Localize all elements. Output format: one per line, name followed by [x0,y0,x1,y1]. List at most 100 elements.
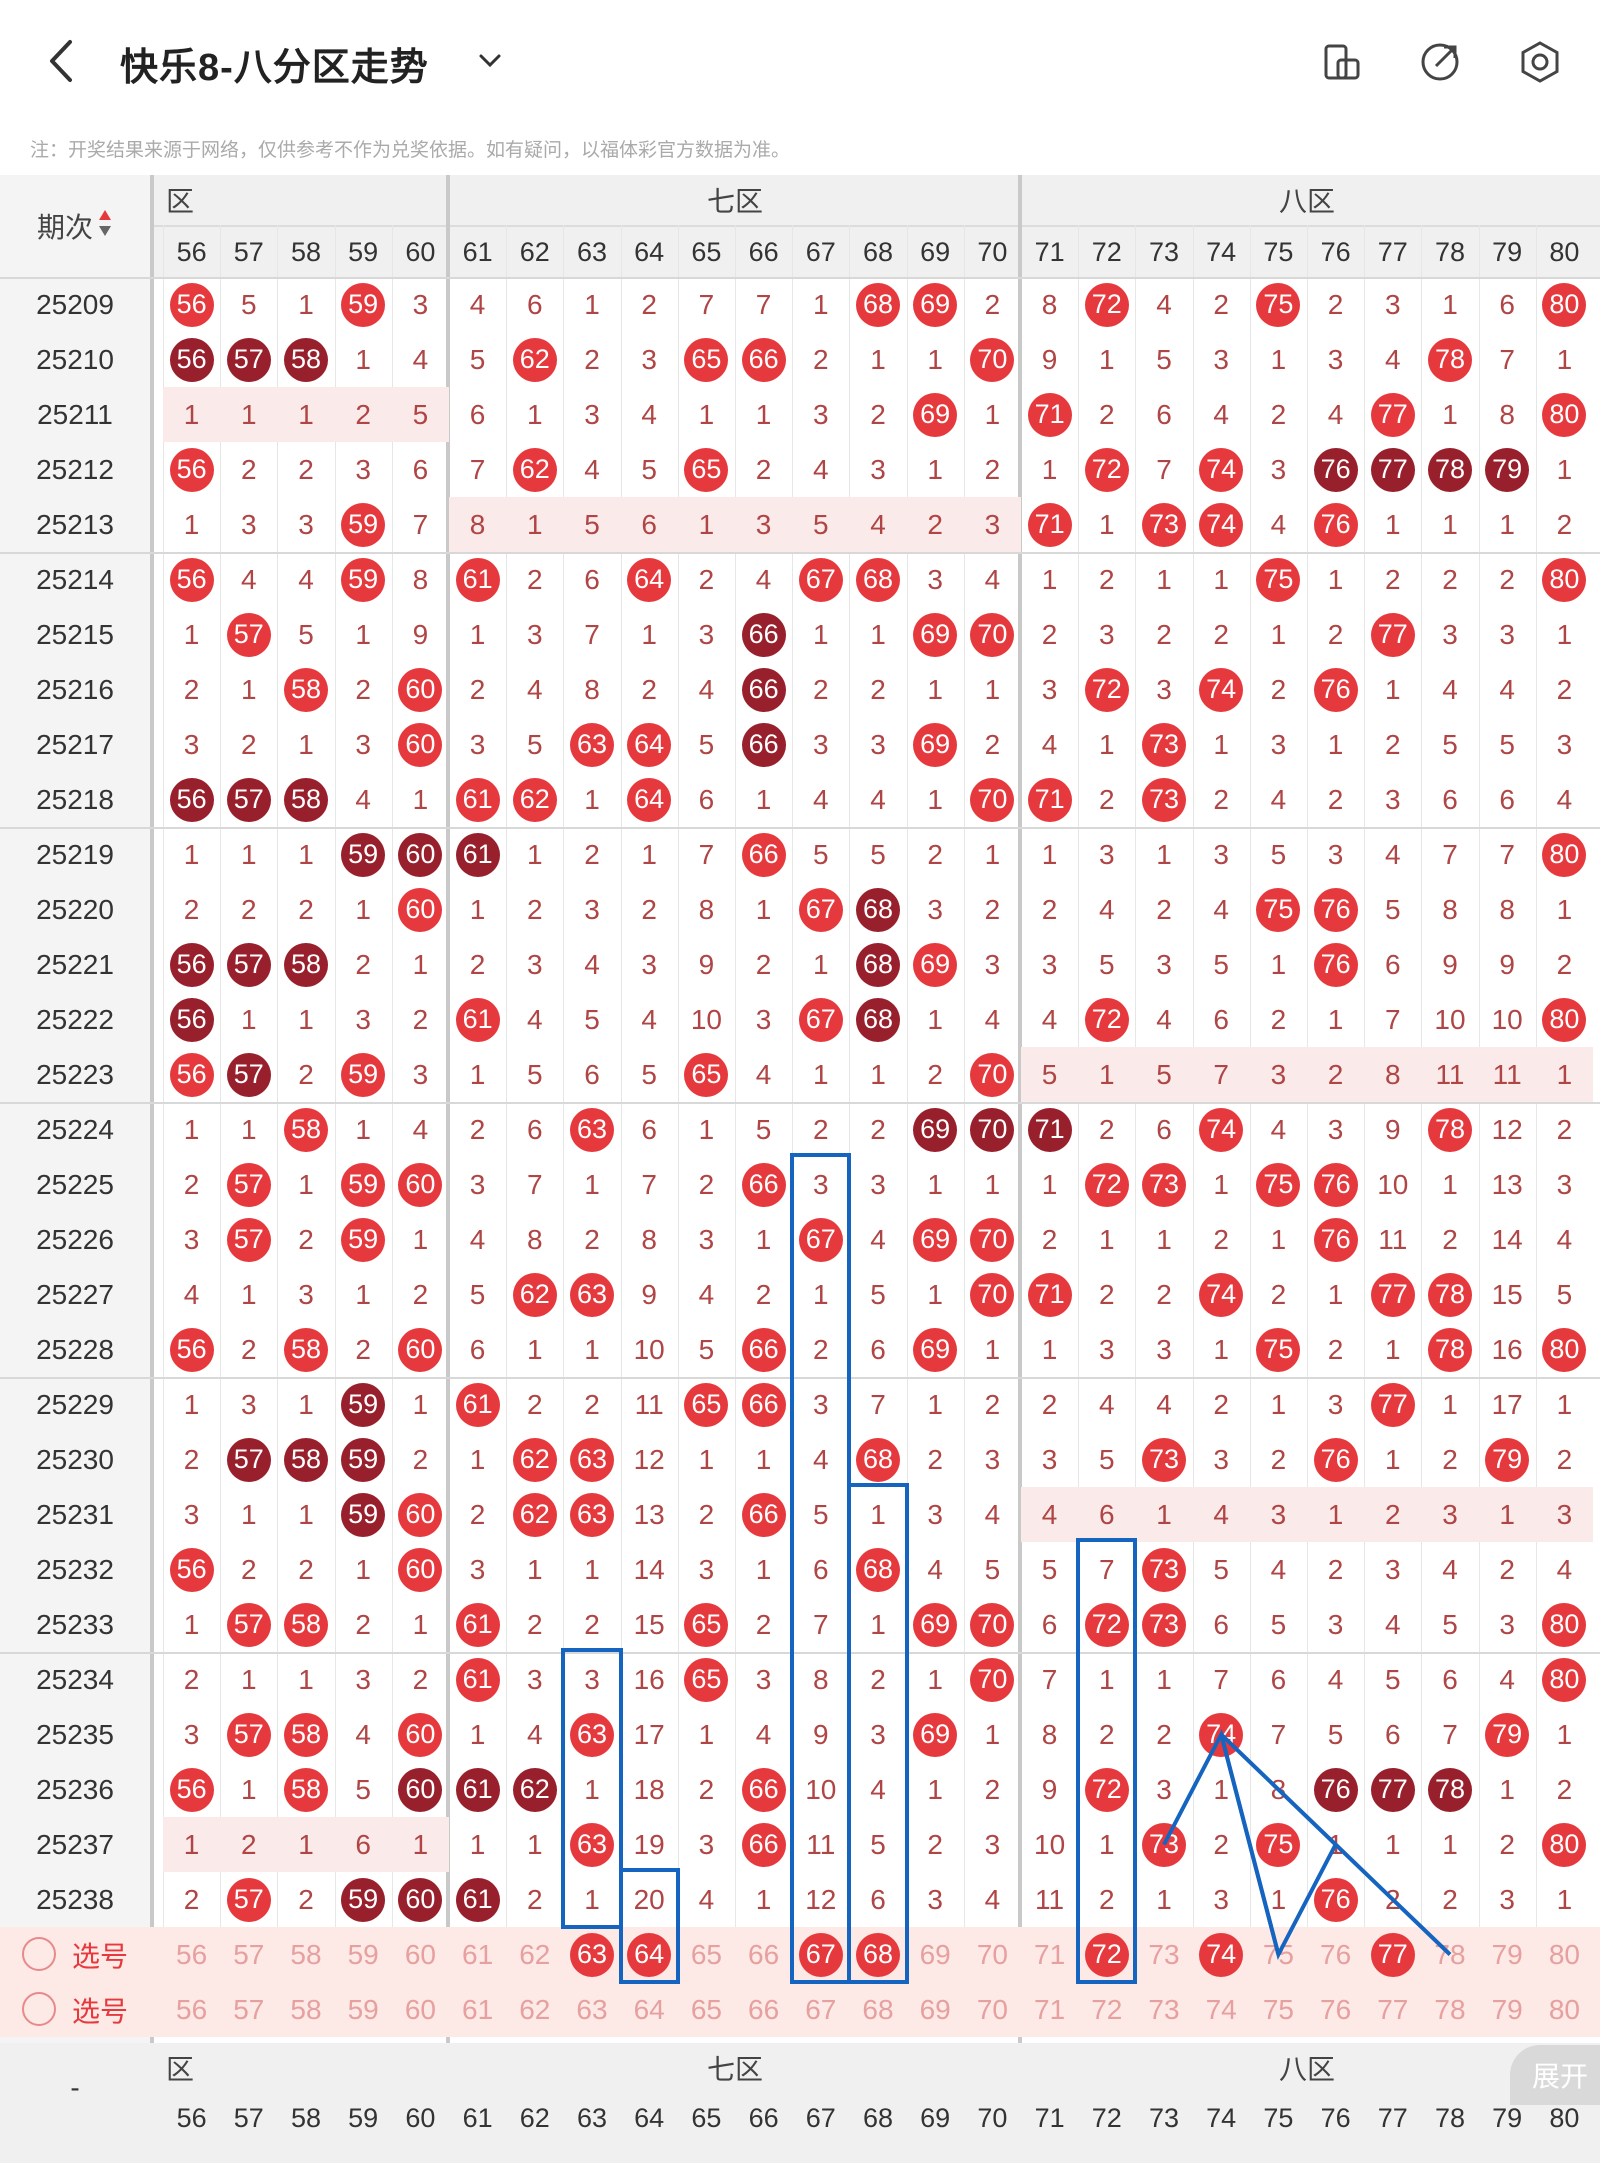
hit-ball: 66 [741,1327,786,1372]
select-number[interactable]: 71 [1034,1938,1066,1970]
select-number[interactable]: 57 [233,1993,265,2025]
miss-count-cell: 3 [984,1443,1001,1475]
miss-count-cell: 5 [1041,1553,1058,1585]
select-number[interactable]: 63 [576,1993,608,2025]
select-number[interactable]: 79 [1491,1993,1523,2025]
settings-icon[interactable] [1518,40,1562,84]
miss-count-cell: 3 [1499,1608,1515,1640]
select-number[interactable]: 78 [1434,1993,1466,2025]
select-number[interactable]: 59 [347,1993,379,2025]
select-number[interactable]: 59 [347,1938,379,1970]
select-number[interactable]: 75 [1262,1938,1294,1970]
select-number[interactable]: 56 [176,1993,208,2025]
select-number[interactable]: 79 [1491,1938,1523,1970]
select-number[interactable]: 58 [290,1993,322,2025]
select-number[interactable]: 57 [233,1938,265,1970]
selected-ball[interactable]: 64 [627,1932,672,1977]
select-number[interactable]: 77 [1364,1927,1421,1982]
select-number[interactable]: 76 [1320,1993,1352,2025]
hit-ball: 60 [398,1877,443,1922]
select-number[interactable]: 75 [1262,1993,1294,2025]
page-title[interactable]: 快乐8-八分区走势 [120,47,429,89]
select-number[interactable]: 67 [805,1993,837,2025]
select-number[interactable]: 71 [1034,1993,1066,2025]
miss-count-cell: 3 [812,1168,829,1200]
period-header[interactable]: 期次 [0,175,150,277]
miss-count-cell: 2 [641,288,657,320]
hit-ball: 71 [1027,777,1072,822]
zone-separator [150,175,154,2103]
miss-count-cell: 1 [1098,1058,1115,1090]
select-number[interactable]: 64 [633,1993,665,2025]
number-hit-cell: 56 [163,442,220,497]
select-number[interactable]: 69 [919,1938,951,1970]
number-hit-cell: 76 [1307,937,1364,992]
miss-count-cell: 4 [698,1883,715,1915]
select-number[interactable]: 61 [462,1938,494,1970]
select-number[interactable]: 63 [563,1927,620,1982]
select-number[interactable]: 66 [748,1938,780,1970]
hit-ball: 70 [970,1602,1015,1647]
share-icon[interactable] [1418,40,1462,84]
select-number[interactable]: 73 [1148,1993,1180,2025]
select-radio[interactable] [22,1937,56,1971]
number-hit-cell: 66 [735,1762,792,1817]
select-number[interactable]: 73 [1148,1938,1180,1970]
select-number[interactable]: 68 [862,1993,894,2025]
back-arrow-icon[interactable] [40,36,84,86]
selected-ball[interactable]: 68 [855,1932,900,1977]
select-number[interactable]: 74 [1205,1993,1237,2025]
select-number[interactable]: 70 [976,1993,1008,2025]
hit-ball: 73 [1141,1162,1186,1207]
select-number[interactable]: 77 [1377,1993,1409,2025]
select-number[interactable]: 56 [176,1938,208,1970]
select-number[interactable]: 80 [1548,1993,1580,2025]
miss-count-cell: 7 [1442,1718,1458,1750]
select-number[interactable]: 60 [404,1938,436,1970]
select-number[interactable]: 70 [976,1938,1008,1970]
selected-ball[interactable]: 74 [1199,1932,1244,1977]
select-number[interactable]: 65 [690,1993,722,2025]
select-number[interactable]: 58 [290,1938,322,1970]
select-number[interactable]: 72 [1078,1927,1135,1982]
select-number[interactable]: 67 [792,1927,849,1982]
hit-ball: 60 [398,887,443,932]
expand-button[interactable]: 展开 [1510,2045,1600,2105]
select-number[interactable]: 78 [1434,1938,1466,1970]
number-hit-cell: 80 [1536,1597,1593,1652]
col-divider [849,225,851,1985]
number-hit-cell: 59 [335,1432,392,1487]
miss-count-cell: 1 [412,1828,429,1860]
miss-count-cell: 1 [298,1828,314,1860]
select-number[interactable]: 80 [1548,1938,1580,1970]
select-number[interactable]: 69 [919,1993,951,2025]
miss-count-cell: 1 [1442,508,1458,540]
select-number[interactable]: 65 [690,1938,722,1970]
select-number[interactable]: 76 [1320,1938,1352,1970]
column-number-header: 76 [1320,2102,1351,2133]
select-number[interactable]: 62 [519,1938,551,1970]
select-radio[interactable] [22,1992,56,2026]
select-number[interactable]: 74 [1193,1927,1250,1982]
miss-count-cell: 1 [812,618,829,650]
select-number[interactable]: 72 [1091,1993,1123,2025]
selected-ball[interactable]: 72 [1084,1932,1129,1977]
column-number-header: 79 [1492,236,1523,267]
selected-ball[interactable]: 67 [798,1932,843,1977]
selected-ball[interactable]: 63 [569,1932,614,1977]
miss-count-cell: 1 [526,1333,543,1365]
select-number[interactable]: 62 [519,1993,551,2025]
select-number[interactable]: 68 [849,1927,906,1982]
selected-ball[interactable]: 77 [1370,1932,1415,1977]
phone-rotate-icon[interactable] [1320,40,1364,84]
hit-ball: 70 [970,1657,1015,1702]
select-number[interactable]: 64 [621,1927,678,1982]
sort-arrows-icon[interactable] [97,208,113,245]
miss-count-cell: 1 [1499,1498,1515,1530]
miss-count-cell: 1 [1156,1883,1172,1915]
chevron-down-icon[interactable] [476,48,504,72]
select-number[interactable]: 61 [462,1993,494,2025]
select-number[interactable]: 60 [404,1993,436,2025]
select-number[interactable]: 66 [748,1993,780,2025]
miss-count-cell: 7 [584,618,600,650]
